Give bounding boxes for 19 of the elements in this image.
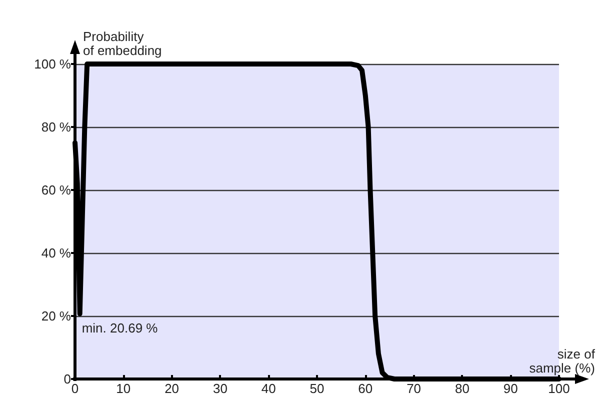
x-tick-label: 80 — [454, 381, 470, 396]
y-tick-label: 20 % — [41, 308, 72, 324]
x-tick-label: 60 — [358, 381, 373, 396]
y-tick-label: 80 % — [41, 120, 72, 134]
y-axis-title: Probability of embedding — [83, 29, 162, 58]
x-tick-label: 20 — [164, 381, 180, 396]
annotation: min. 20.69 % — [82, 320, 158, 336]
x-tick-label: 10 — [116, 381, 131, 396]
x-tick-label: 90 — [503, 381, 518, 396]
x-tick-label: 30 — [212, 381, 228, 396]
x-tick-label: 100 — [548, 381, 570, 396]
y-tick-label: 100 % — [34, 56, 72, 72]
y-tick-label: 60 % — [41, 182, 72, 198]
x-tick-label: 70 — [406, 381, 422, 396]
x-tick-label: 50 — [310, 381, 324, 396]
x-axis-title: size of sample (%) — [529, 346, 596, 376]
y-tick-label: 40 % — [41, 246, 72, 260]
x-tick-label: 40 — [261, 381, 276, 396]
y-tick-label: 0 — [64, 372, 71, 386]
